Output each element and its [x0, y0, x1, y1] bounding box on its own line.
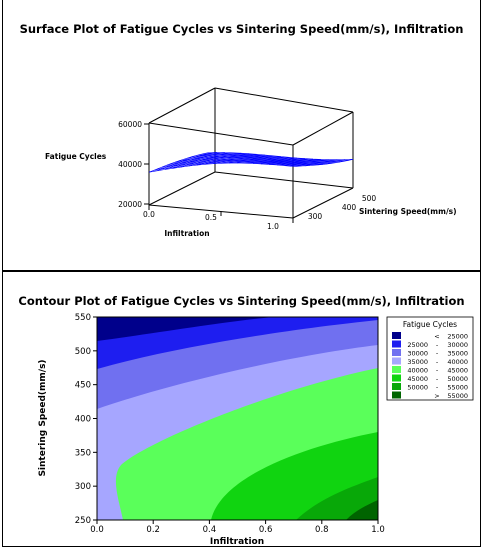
contour-plot: 0.0 0.2 0.4 0.6 0.8 1.0250300350400450500550 …: [38, 313, 474, 547]
x-axis-label: Infiltration: [164, 229, 209, 238]
contour-axes: 0.0 0.2 0.4 0.6 0.8 1.0 250 300 350 400 450 500 550: [75, 313, 385, 535]
y-tick-label: 450: [75, 381, 91, 391]
legend-high: 25000: [447, 332, 468, 340]
legend-high: 50000: [447, 375, 468, 383]
mesh-line: [153, 162, 298, 171]
mesh-line: [148, 162, 294, 173]
legend-low: 25000: [407, 341, 428, 349]
y-axis: 300 400 500 Sintering Speed(mm/s): [308, 194, 457, 221]
legend-box: [386, 316, 474, 401]
contour-region-lt-25000: [97, 317, 273, 341]
contour-region-50000-55000: [296, 477, 378, 520]
x-tick-label: 0.0: [90, 525, 104, 535]
legend: Fatigue Cycles <2500025000-3000030000-35…: [386, 316, 474, 401]
legend-low: 30000: [407, 349, 428, 357]
legend-high: 45000: [447, 366, 468, 374]
mesh-line: [166, 159, 311, 166]
contour-region-gt-55000: [346, 500, 378, 520]
box-edge: [148, 171, 216, 206]
legend-high: 35000: [447, 349, 468, 357]
legend-title: Fatigue Cycles: [403, 320, 457, 329]
y-tick-label: 550: [75, 313, 91, 323]
legend-swatch: [392, 357, 401, 365]
legend-low: 40000: [407, 366, 428, 374]
mesh-line: [200, 153, 345, 162]
legend-op: -: [436, 375, 439, 383]
y-tick-label: 350: [75, 448, 91, 458]
mesh-line: [178, 157, 324, 165]
mesh-line: [191, 155, 336, 163]
legend-low: 50000: [407, 383, 428, 391]
y-tick-label: 400: [75, 415, 91, 425]
z-tick-label: 60000: [118, 120, 142, 129]
x-tick-label: 0.6: [259, 525, 273, 535]
x-tick-label: 0.5: [205, 213, 217, 222]
legend-high: 30000: [447, 341, 468, 349]
y-axis-label: Sintering Speed(mm/s): [38, 359, 48, 476]
y-tick-label: 500: [75, 347, 91, 357]
box-edge: [214, 171, 354, 189]
legend-swatch: [392, 349, 401, 356]
surface-box: [148, 87, 354, 218]
mesh-line: [183, 156, 328, 165]
legend-high: 55000: [447, 383, 468, 391]
box-edge: [214, 87, 354, 113]
legend-op: -: [436, 341, 439, 349]
legend-swatch: [392, 366, 401, 373]
legend-op: -: [436, 366, 439, 374]
contour-regions: [97, 317, 378, 520]
x-tick-label: 0.0: [143, 210, 155, 219]
x-axis-label: Infiltration: [210, 537, 264, 547]
contour-plot-title: Contour Plot of Fatigue Cycles vs Sinter…: [18, 294, 465, 308]
x-axis: 0.0 0.5 1.0 Infiltration: [143, 205, 294, 238]
y-tick-label: 250: [75, 516, 91, 526]
mesh-line: [187, 155, 332, 164]
legend-high: 40000: [447, 358, 468, 366]
legend-swatch: [392, 383, 401, 390]
mesh-line: [170, 159, 315, 166]
y-tick-label: 500: [362, 194, 377, 203]
surface-plot: 60000 40000 20000 Fatigue Cycles 0.0 0.5…: [45, 87, 457, 238]
z-tick-label: 20000: [118, 200, 142, 209]
box-edge: [292, 187, 354, 219]
legend-op: <: [434, 332, 439, 340]
z-tick-label: 40000: [118, 160, 142, 169]
legend-op: >: [434, 392, 439, 400]
legend-low: 45000: [407, 375, 428, 383]
y-tick-label: 300: [75, 482, 91, 492]
surface-plot-title: Surface Plot of Fatigue Cycles vs Sinter…: [19, 22, 464, 36]
legend-swatch: [392, 332, 401, 339]
legend-op: -: [436, 358, 439, 366]
mesh-line: [157, 161, 302, 170]
x-tick-label: 0.2: [146, 525, 160, 535]
mesh-line: [204, 152, 349, 161]
surface-plot-panel: Surface Plot of Fatigue Cycles vs Sinter…: [2, 0, 481, 271]
legend-op: -: [436, 383, 439, 391]
legend-low: 35000: [407, 358, 428, 366]
x-tick-label: 0.8: [315, 525, 329, 535]
z-axis-label: Fatigue Cycles: [45, 152, 107, 161]
mesh-line: [161, 160, 306, 168]
legend-op: -: [436, 349, 439, 357]
legend-high: 55000: [447, 392, 468, 400]
mesh-line: [196, 154, 341, 163]
box-edge: [292, 111, 354, 146]
legend-swatch: [392, 340, 401, 348]
z-axis: 60000 40000 20000 Fatigue Cycles: [45, 120, 149, 209]
box-edge: [148, 87, 216, 124]
mesh-line: [174, 158, 319, 166]
legend-swatch: [392, 391, 401, 399]
contour-plot-panel: Contour Plot of Fatigue Cycles vs Sinter…: [2, 271, 481, 547]
legend-swatch: [392, 374, 401, 382]
surface-mesh: [148, 152, 354, 173]
x-tick-label: 0.4: [203, 525, 217, 535]
x-tick-label: 1.0: [371, 525, 385, 535]
x-tick-label: 1.0: [267, 222, 279, 231]
mesh-line: [208, 152, 354, 160]
box-edge: [148, 122, 294, 146]
y-tick-label: 300: [308, 212, 323, 221]
y-axis-label: Sintering Speed(mm/s): [359, 207, 457, 216]
y-tick-label: 400: [342, 203, 357, 212]
